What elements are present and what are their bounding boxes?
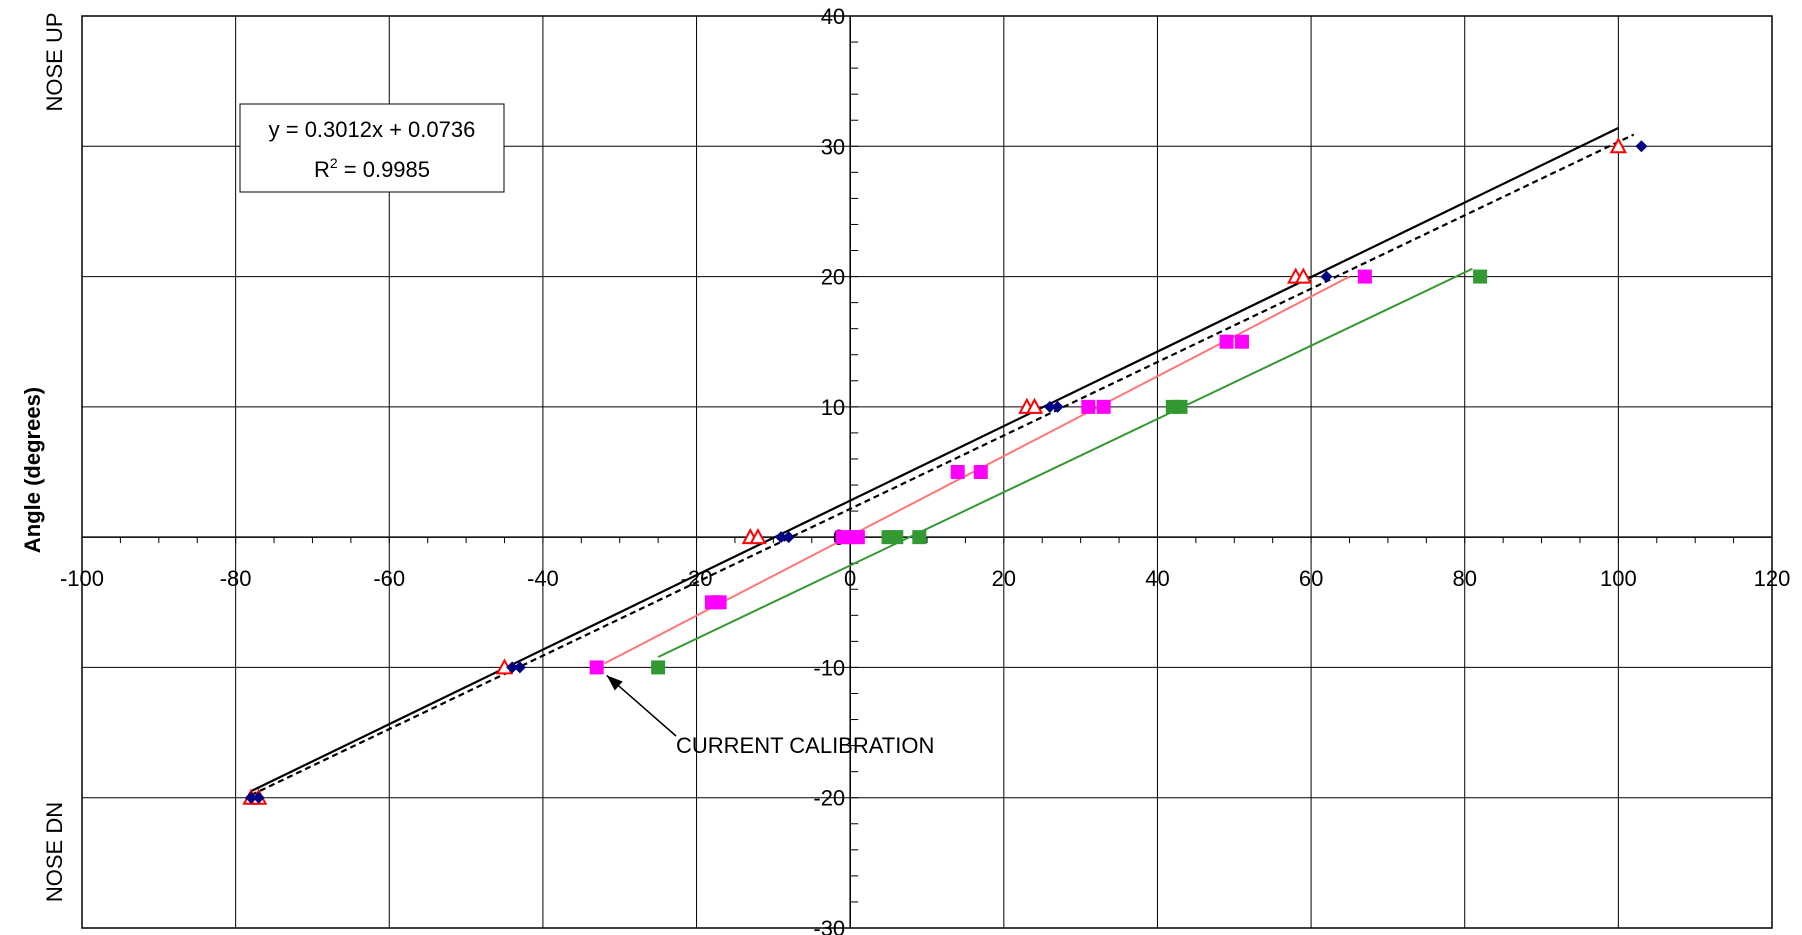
point-triangle <box>1609 137 1628 154</box>
x-tick-label: 120 <box>1754 566 1791 591</box>
x-tick-label: -40 <box>527 566 559 591</box>
x-tick-label: -100 <box>60 566 104 591</box>
point-diamond <box>252 791 265 804</box>
trendline <box>250 127 1619 793</box>
y-tick-label: 40 <box>821 4 845 29</box>
x-tick-label: 100 <box>1600 566 1637 591</box>
point-triangle <box>1025 397 1044 414</box>
x-tick-label: -60 <box>373 566 405 591</box>
point-square <box>1096 399 1111 414</box>
point-square <box>1357 269 1372 284</box>
plot-frame <box>81 15 1773 929</box>
x-tick-label: 0 <box>844 566 856 591</box>
r-squared-prefix: R <box>314 157 330 182</box>
r-squared-value: = 0.9985 <box>338 157 430 182</box>
annotation-arrowhead <box>606 675 623 691</box>
nose-up-label: NOSE UP <box>42 12 67 111</box>
point-diamond <box>1635 140 1648 153</box>
nose-dn-label: NOSE DN <box>42 802 67 902</box>
point-square <box>1081 399 1096 414</box>
data-points <box>242 137 1648 805</box>
y-tick-label: -10 <box>813 655 845 680</box>
x-tick-label: 40 <box>1145 566 1169 591</box>
equation-text: y = 0.3012x + 0.0736 <box>269 117 476 142</box>
point-diamond <box>245 791 257 804</box>
trendline-dotted <box>250 133 1635 797</box>
x-tick-label: 60 <box>1299 566 1323 591</box>
point-square <box>712 595 727 610</box>
point-triangle <box>749 528 767 545</box>
point-diamond <box>513 661 526 674</box>
y-axis-title: Angle (degrees) <box>20 387 45 553</box>
y-tick-label: 10 <box>821 395 845 420</box>
y-tick-label: 30 <box>821 134 845 159</box>
point-triangle <box>1294 267 1313 284</box>
point-square <box>1234 334 1249 349</box>
point-square <box>1473 269 1488 284</box>
x-tick-label: -80 <box>220 566 252 591</box>
annotation-label: CURRENT CALIBRATION <box>676 733 934 758</box>
calibration-annotation: CURRENT CALIBRATION <box>606 674 934 758</box>
axes <box>81 15 1773 929</box>
y-tick-label: 20 <box>821 265 845 290</box>
equation-box-frame <box>239 103 505 193</box>
point-diamond <box>775 531 788 544</box>
point-square <box>651 660 666 675</box>
y-tick-label: -20 <box>813 786 845 811</box>
point-square <box>1173 399 1188 414</box>
x-tick-label: 80 <box>1452 566 1476 591</box>
point-square <box>973 465 988 479</box>
point-diamond <box>506 661 519 674</box>
point-square <box>950 465 965 479</box>
trend-lines <box>250 127 1635 797</box>
point-square <box>589 660 604 675</box>
point-diamond <box>782 531 795 544</box>
point-square <box>912 530 927 545</box>
point-diamond <box>1320 270 1333 283</box>
x-tick-label: 20 <box>992 566 1016 591</box>
point-diamond <box>1043 400 1056 413</box>
r-squared-text: R2 = 0.9985 <box>314 155 430 182</box>
point-square <box>850 530 865 545</box>
point-square <box>1219 334 1234 349</box>
equation-box: y = 0.3012x + 0.0736 R2 = 0.9985 <box>239 103 505 193</box>
point-square <box>889 530 904 545</box>
point-diamond <box>1051 400 1064 413</box>
trendline <box>657 267 1473 658</box>
r-squared-superscript: 2 <box>330 155 338 171</box>
y-tick-label: -30 <box>813 916 845 935</box>
